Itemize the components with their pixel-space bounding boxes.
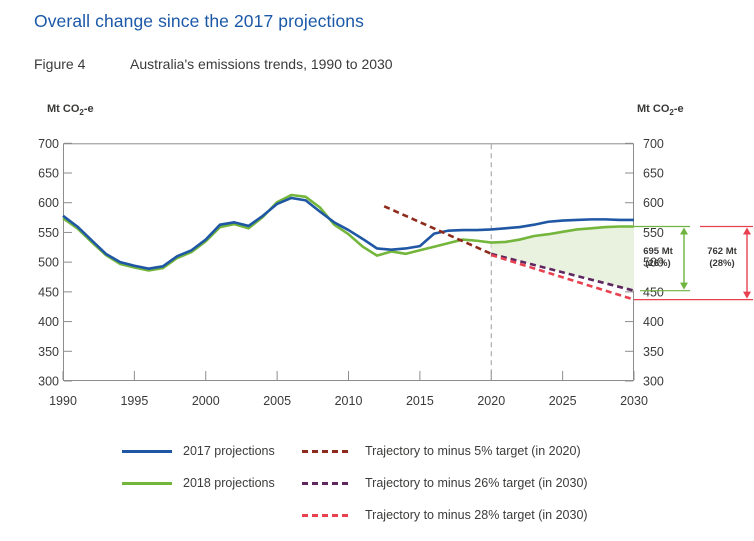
legend-column-1: 2017 projections 2018 projections [122,443,275,507]
page-title: Overall change since the 2017 projection… [34,11,364,31]
x-tick-label: 2015 [406,394,434,408]
x-tick-label: 2000 [192,394,220,408]
legend-column-2: Trajectory to minus 5% target (in 2020) … [302,443,588,539]
legend-item-28pct-trajectory: Trajectory to minus 28% target (in 2030) [302,507,588,523]
legend-swatch-green-line [122,481,172,485]
y-axis-unit-left: Mt CO2-e [47,103,94,118]
annotation-arrowhead-up [743,227,751,235]
y-tick-label-right: 400 [643,315,664,329]
annotation-arrowhead-up [680,227,688,235]
y-axis-unit-right: Mt CO2-e [637,103,684,118]
y-tick-label-left: 300 [38,375,59,389]
y-tick-label-right: 550 [643,226,664,240]
projection-gap-shaded-area [491,226,634,291]
x-tick-label: 1995 [120,394,148,408]
x-tick-label: 2030 [620,394,648,408]
y-tick-label-left: 450 [38,285,59,299]
y-tick-label-left: 350 [38,345,59,359]
y-tick-label-left: 700 [38,137,59,151]
legend-item-2018-projections: 2018 projections [122,475,275,491]
annotation-arrowhead-down [680,282,688,290]
legend-swatch-maroon-dashed [302,449,349,453]
annotation-26pct-label: 695 Mt (26%) [643,246,673,269]
series-line-2018-projections [62,193,634,272]
emissions-line-chart: 700 700 650 650 600 600 550 550 500 500 450 450 400 4… [38,137,753,408]
series-line-trajectory-to-minus-26-target-in-2030- [490,252,635,292]
y-tick-label-right: 300 [643,375,664,389]
series-line-trajectory-to-minus-28-target-in-2030- [490,253,635,301]
legend-item-26pct-trajectory: Trajectory to minus 26% target (in 2030) [302,475,588,491]
figure-title: Australia's emissions trends, 1990 to 20… [130,56,393,72]
x-tick-label: 2020 [477,394,505,408]
x-tick-label: 1990 [49,394,77,408]
y-tick-label-right: 650 [643,167,664,181]
annotation-arrowhead-down [743,291,751,299]
legend-item-5pct-trajectory: Trajectory to minus 5% target (in 2020) [302,443,588,459]
y-tick-label-right: 350 [643,345,664,359]
y-tick-label-left: 550 [38,226,59,240]
legend-swatch-blue-line [122,449,172,453]
y-tick-label-right: 450 [643,285,664,299]
x-tick-label: 2010 [335,394,363,408]
y-tick-label-left: 500 [38,256,59,270]
legend-swatch-purple-dashed [302,481,349,485]
x-tick-label: 2025 [549,394,577,408]
y-tick-label-right: 500 [643,256,664,270]
y-tick-label-left: 650 [38,167,59,181]
y-tick-label-left: 600 [38,196,59,210]
y-tick-label-right: 700 [643,137,664,151]
y-tick-label-left: 400 [38,315,59,329]
annotation-28pct-label: 762 Mt (28%) [707,246,737,269]
figure-label: Figure 4 [34,56,86,72]
series-line-2017-projections [62,196,634,270]
y-tick-label-right: 600 [643,196,664,210]
x-tick-label: 2005 [263,394,291,408]
legend-swatch-red-dashed [302,513,349,517]
legend-item-2017-projections: 2017 projections [122,443,275,459]
